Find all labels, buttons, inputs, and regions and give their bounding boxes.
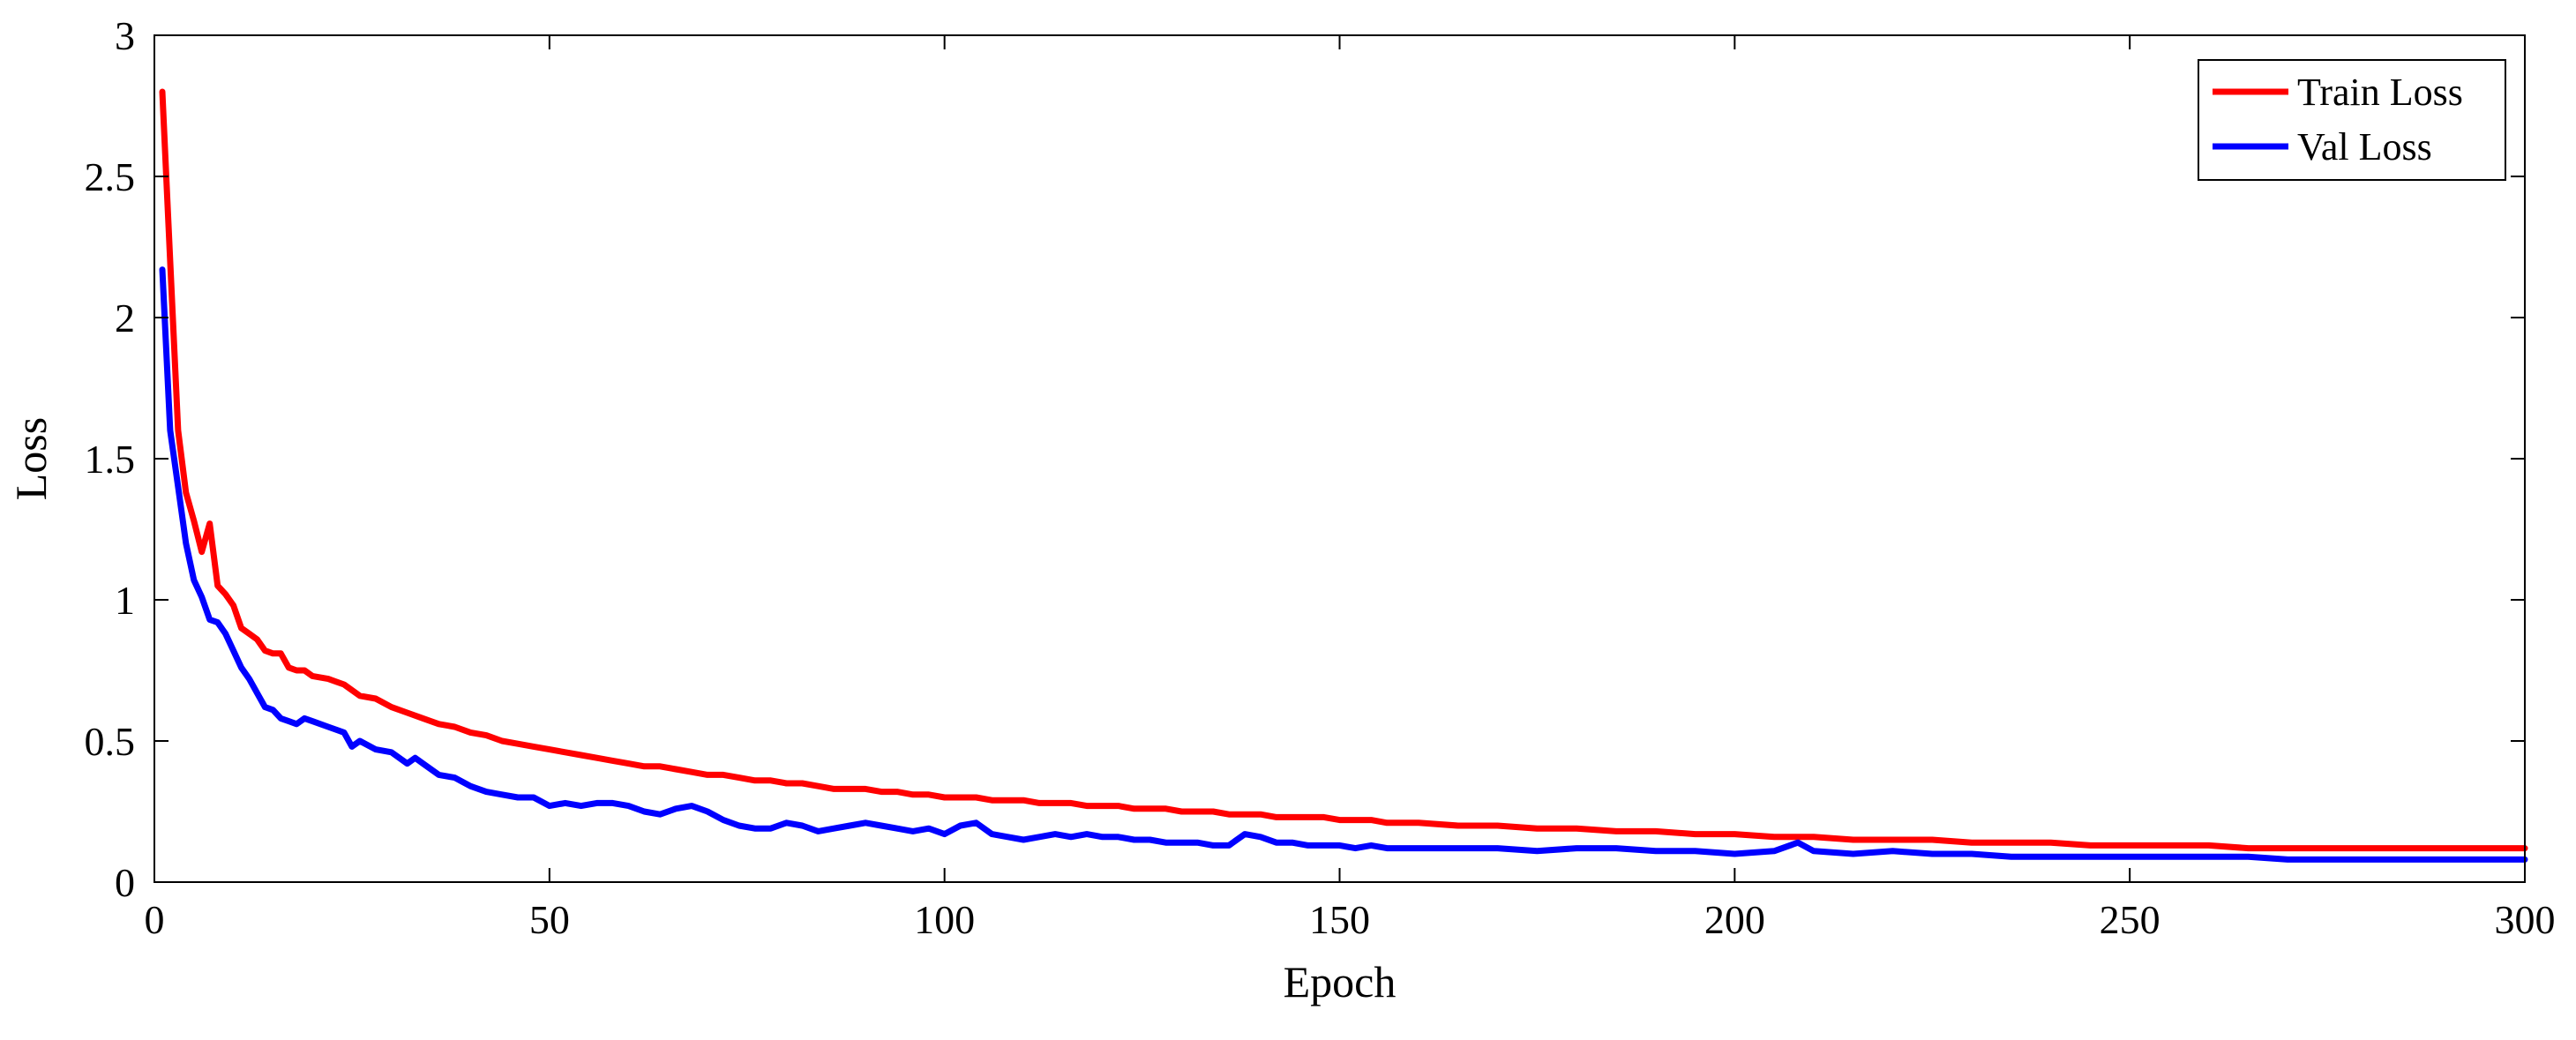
y-tick-label: 2	[115, 296, 135, 340]
y-tick-label: 2.5	[85, 154, 136, 199]
x-tick-label: 0	[145, 897, 165, 942]
legend: Train Loss Val Loss	[2198, 59, 2506, 181]
x-tick-label: 150	[1309, 897, 1370, 942]
x-tick-label: 100	[914, 897, 975, 942]
legend-label-2: Val Loss	[2297, 125, 2432, 168]
y-tick-label: 3	[115, 13, 135, 58]
y-tick-label: 0	[115, 860, 135, 905]
x-tick-label: 50	[529, 897, 570, 942]
legend-box	[2198, 59, 2506, 181]
x-tick-label: 250	[2100, 897, 2160, 942]
x-tick-label: 300	[2495, 897, 2556, 942]
tick-labels: 0 50 100 150 200 250 300 0 0.5 1 1.5 2 2.5 3	[85, 13, 2556, 942]
x-axis-title: Epoch	[1284, 957, 1397, 1006]
axes-box	[154, 34, 2526, 883]
y-tick-label: 1.5	[85, 437, 136, 482]
y-axis-title: Loss	[6, 417, 56, 500]
axis-ticks	[154, 34, 2526, 883]
series-line-1	[159, 88, 2528, 852]
y-tick-label: 1	[115, 578, 135, 623]
series-line-2	[159, 266, 2528, 863]
plot-area	[159, 88, 2528, 863]
legend-label-1: Train Loss	[2297, 71, 2463, 114]
y-tick-label: 0.5	[85, 719, 136, 764]
x-tick-label: 200	[1704, 897, 1765, 942]
